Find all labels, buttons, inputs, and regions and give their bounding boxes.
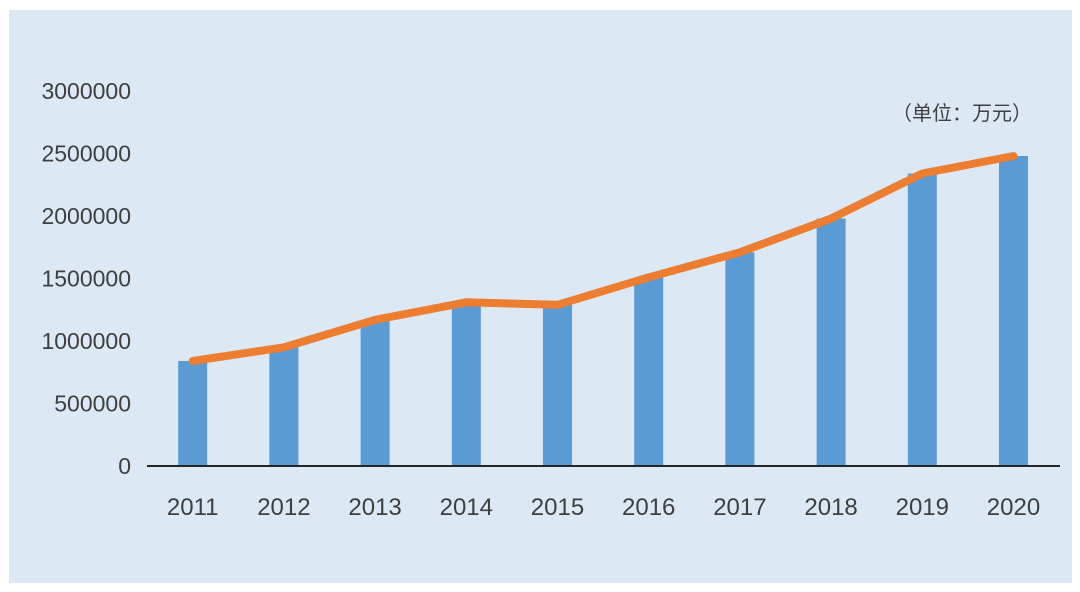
trend-line-path	[188, 152, 1018, 365]
y-axis-labels: 0 500000 1000000 1500000 2000000 2500000 30000…	[41, 78, 131, 479]
bar-2011	[178, 361, 208, 466]
chart-background-panel	[9, 10, 1072, 583]
y-tick-label-1000000: 1000000	[41, 328, 131, 354]
x-tick-label-2020: 2020	[987, 494, 1040, 521]
x-tick-label-2016: 2016	[622, 494, 675, 521]
y-tick-label-1500000: 1500000	[41, 266, 131, 292]
bar-2012	[269, 347, 299, 467]
y-tick-label-2000000: 2000000	[41, 203, 131, 229]
x-tick-label-2017: 2017	[713, 494, 766, 521]
bar-2014	[451, 302, 481, 467]
x-tick-label-2014: 2014	[440, 494, 493, 521]
x-tick-label-2018: 2018	[804, 494, 857, 521]
bar-2013	[360, 319, 390, 467]
x-tick-label-2012: 2012	[257, 494, 310, 521]
x-tick-label-2019: 2019	[896, 494, 949, 521]
x-tick-label-2011: 2011	[167, 494, 219, 521]
x-tick-label-2013: 2013	[348, 494, 401, 521]
unit-annotation-label: （单位：万元）	[892, 102, 1032, 125]
x-tick-label-2015: 2015	[531, 494, 584, 521]
y-tick-label-500000: 500000	[54, 391, 131, 417]
y-tick-label-0: 0	[118, 453, 131, 479]
x-axis-labels: 2011 2012 2013 2014 2015 2016 2017 2018 2019 2020	[167, 494, 1040, 521]
bar-2017	[725, 252, 755, 467]
bar-2016	[634, 277, 664, 467]
y-tick-label-2500000: 2500000	[41, 141, 131, 167]
bar-2015	[543, 304, 572, 467]
bar-2020	[999, 156, 1028, 466]
y-tick-label-3000000: 3000000	[41, 78, 131, 104]
bar-2018	[816, 218, 846, 466]
bar-series	[178, 156, 1028, 467]
trend-line-series	[188, 152, 1018, 365]
bar-2019	[907, 173, 937, 466]
